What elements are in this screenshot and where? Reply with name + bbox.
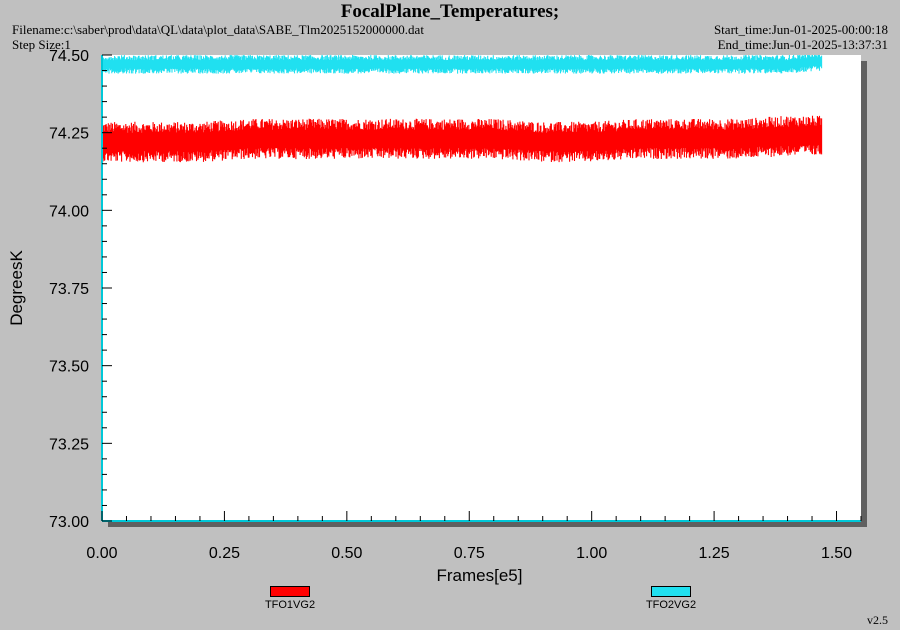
step-size-label: Step Size:1 [12, 37, 71, 52]
y-tick-label: 73.75 [49, 281, 89, 298]
x-tick-label: 0.50 [331, 545, 362, 562]
legend-item-tfo2vg2: TFO2VG2 [631, 586, 711, 611]
version-label: v2.5 [867, 613, 888, 627]
y-tick-label: 73.50 [49, 359, 89, 376]
y-tick-label: 74.25 [49, 126, 89, 143]
legend-item-tfo1vg2: TFO1VG2 [250, 586, 330, 611]
y-tick-label: 73.00 [49, 514, 89, 531]
x-tick-label: 0.00 [86, 545, 117, 562]
y-tick-label: 73.25 [49, 436, 89, 453]
legend-label: TFO2VG2 [645, 599, 697, 611]
end-time-label: End_time:Jun-01-2025-13:37:31 [717, 37, 888, 52]
x-tick-label: 0.75 [454, 545, 485, 562]
x-tick-label: 1.00 [576, 545, 607, 562]
legend-swatch-tfo2vg2 [651, 586, 691, 597]
chart-title: FocalPlane_Temperatures; [340, 1, 560, 22]
legend-label: TFO1VG2 [264, 599, 316, 611]
x-tick-label: 1.50 [821, 545, 852, 562]
y-tick-label: 74.50 [49, 48, 89, 65]
filename-label: Filename:c:\saber\prod\data\QL\data\plot… [12, 22, 424, 37]
x-tick-label: 0.25 [209, 545, 240, 562]
x-tick-label: 1.25 [699, 545, 730, 562]
legend-swatch-tfo1vg2 [270, 586, 310, 597]
start-time-label: Start_time:Jun-01-2025-00:00:18 [713, 22, 888, 37]
y-axis-label: DegreesK [7, 250, 26, 326]
y-tick-label: 74.00 [49, 203, 89, 220]
x-axis-label: Frames[e5] [437, 566, 523, 585]
